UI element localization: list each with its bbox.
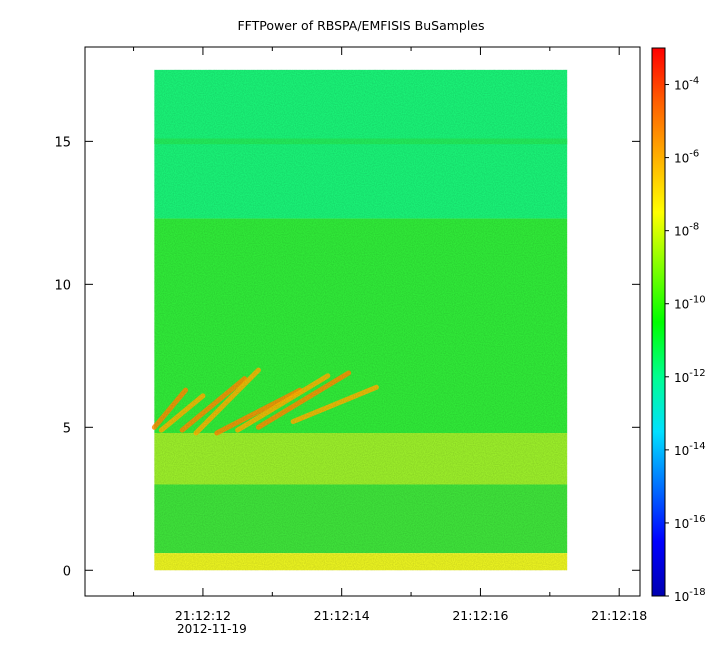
x-axis: 21:12:12 21:12:14 21:12:16 21:12:18 <box>133 47 647 623</box>
y-axis: 0 5 10 15 <box>54 135 640 579</box>
x-tick-label: 21:12:16 <box>452 608 508 623</box>
y-tick-label: 15 <box>54 135 71 150</box>
colorbar-tick-label: 10-10 <box>674 295 706 312</box>
x-tick-label: 21:12:18 <box>591 608 647 623</box>
colorbar-tick-label: 10-4 <box>674 76 699 93</box>
colorbar-tick-label: 10-16 <box>674 514 706 531</box>
x-tick-label: 21:12:12 <box>175 608 231 623</box>
plot-frame <box>84 46 641 597</box>
colorbar-tick-label: 10-8 <box>674 222 699 239</box>
x-date-label: 2012-11-19 <box>177 622 247 636</box>
colorbar-tick-label: 10-18 <box>674 587 706 604</box>
x-tick-label: 21:12:14 <box>314 608 370 623</box>
colorbar-gradient <box>652 48 665 596</box>
y-tick-label: 5 <box>63 421 71 436</box>
spectrogram-image <box>151 69 568 571</box>
colorbar: 10-18 10-16 10-14 10-12 10-10 10-8 10-6 10-4 <box>651 47 706 604</box>
colorbar-tick-label: 10-14 <box>674 441 706 458</box>
y-tick-label: 10 <box>54 278 71 293</box>
colorbar-ticks: 10-18 10-16 10-14 10-12 10-10 10-8 10-6 10-4 <box>665 76 706 604</box>
colorbar-frame <box>651 47 666 597</box>
noise-texture <box>154 69 568 571</box>
y-tick-label: 0 <box>63 564 71 579</box>
colorbar-tick-label: 10-6 <box>674 149 699 166</box>
chart-title: FFTPower of RBSPA/EMFISIS BuSamples <box>237 18 484 33</box>
colorbar-tick-label: 10-12 <box>674 368 706 385</box>
plot-area <box>84 46 641 597</box>
